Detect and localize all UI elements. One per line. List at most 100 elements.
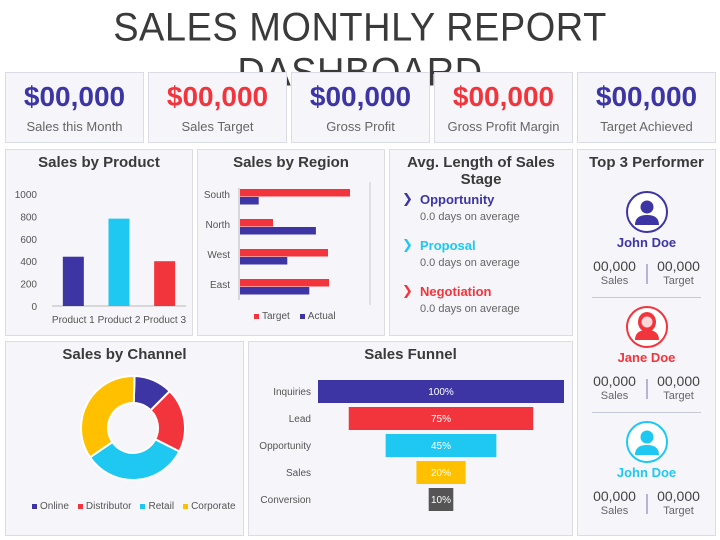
y-tick-label: North	[206, 220, 230, 231]
funnel-value-label: 10%	[431, 495, 451, 506]
chevron-right-icon: ❯	[402, 237, 413, 252]
legend-label: Actual	[307, 311, 336, 322]
kpi-card-gross-profit-margin: $00,000 Gross Profit Margin	[434, 72, 573, 143]
stage-proposal: ❯ Proposal 0.0 days on average	[402, 237, 520, 269]
kpi-value: $00,000	[309, 81, 412, 112]
funnel-bar-inquiries	[318, 380, 564, 403]
performer-sales-label: Sales	[600, 390, 629, 402]
legend-swatch	[254, 313, 259, 319]
stage-name: Negotiation	[420, 283, 492, 299]
card-title: Top 3 Performer	[589, 154, 704, 171]
sales-by-product-card: Sales by Product 0 200 400 600 800 1000 Produc…	[5, 149, 193, 336]
sales-stage-card: Avg. Length of Sales Stage ❯ Opportunity …	[389, 149, 573, 336]
performer-last-name: Doe	[651, 465, 677, 480]
kpi-value: $00,000	[595, 81, 698, 112]
funnel-bar-lead	[348, 407, 534, 430]
legend-swatch	[299, 313, 305, 319]
stat-separator	[645, 494, 648, 514]
card-title: Sales by Product	[38, 154, 160, 171]
x-tick-label: Product 1	[52, 315, 95, 326]
performer-first-name: John	[616, 465, 648, 480]
bar-east-target	[240, 279, 330, 287]
performer-name: John Doe	[578, 465, 715, 480]
legend-swatch	[32, 503, 37, 509]
sales-by-channel-chart	[80, 374, 186, 481]
stat-separator	[645, 264, 648, 284]
stage-opportunity: ❯ Opportunity 0.0 days on average	[402, 191, 520, 223]
kpi-card-gross-profit: $00,000 Gross Profit	[291, 72, 430, 143]
performer-avatars	[626, 191, 668, 463]
funnel-value-label: 45%	[431, 441, 451, 452]
stat-separator	[645, 379, 648, 399]
performer-stats: 00,000 Sales 00,000 Target	[578, 258, 715, 287]
bar-product-1	[62, 256, 84, 306]
stage-name: Opportunity	[420, 191, 495, 207]
sales-by-product-chart: 0 200 400 600 800 1000 Product 1 Product 2 Produ…	[15, 190, 187, 326]
performer-first-name: Jane	[617, 350, 648, 365]
stage-average: 0.0 days on average	[420, 257, 520, 269]
bar-product-3	[154, 261, 176, 306]
performer-target-value: 00,000	[657, 488, 700, 504]
y-tick-label: South	[204, 190, 230, 201]
bar-west-actual	[240, 257, 288, 265]
performer-target-label: Target	[663, 505, 694, 517]
performer-stats: 00,000 Sales 00,000 Target	[578, 488, 715, 517]
region-legend: Target Actual	[254, 311, 336, 322]
legend-swatch	[183, 503, 189, 509]
avatar-john-doe-1	[626, 191, 668, 233]
kpi-label: Sales this Month	[26, 119, 123, 134]
funnel-value-label: 100%	[428, 387, 454, 398]
stage-average: 0.0 days on average	[420, 303, 520, 315]
kpi-value: $00,000	[452, 81, 555, 112]
y-tick-label: 1000	[15, 190, 38, 201]
kpi-value: $00,000	[166, 81, 269, 112]
card-title: Sales by Channel	[62, 346, 187, 363]
kpi-label: Sales Target	[181, 119, 254, 134]
legend-item-distributor: Distributor	[77, 501, 132, 512]
slice-retail	[88, 437, 181, 481]
legend-swatch	[140, 503, 146, 509]
funnel-bar-conversion	[428, 488, 454, 511]
legend-item-corporate: Corporate	[183, 501, 236, 512]
legend-label: Retail	[148, 501, 175, 512]
legend-item-actual: Actual	[299, 311, 336, 322]
sales-by-region-chart: South North West East	[204, 182, 371, 305]
stage-negotiation: ❯ Negotiation 0.0 days on average	[402, 283, 520, 315]
performer-target-label: Target	[663, 390, 694, 402]
y-tick-label: West	[207, 250, 230, 261]
legend-swatch	[77, 503, 83, 509]
performer-last-name: Doe	[651, 235, 677, 250]
stage-name: Proposal	[420, 237, 476, 253]
legend-item-target: Target	[254, 311, 290, 322]
bar-product-2	[108, 218, 130, 306]
performer-target-value: 00,000	[657, 258, 700, 274]
chevron-right-icon: ❯	[402, 191, 413, 206]
performer-sales-label: Sales	[600, 505, 629, 517]
top-performers-card: Top 3 Performer John Doe 00,000 Sales 00,…	[577, 149, 716, 536]
legend-item-retail: Retail	[140, 501, 174, 512]
kpi-value: $00,000	[23, 81, 126, 112]
sales-by-channel-card: Sales by Channel Online Distributor Reta…	[5, 341, 244, 536]
legend-label: Distributor	[85, 501, 132, 512]
performer-name: John Doe	[578, 235, 715, 250]
y-tick-label: 600	[20, 235, 37, 246]
card-title: Avg. Length of Sales Stage	[407, 154, 555, 188]
kpi-card-target-achieved: $00,000 Target Achieved	[577, 72, 716, 143]
sales-funnel-card: Sales Funnel Inquiries 100% Lead 75% Opportu…	[248, 341, 573, 536]
kpi-card-sales-this-month: $00,000 Sales this Month	[5, 72, 144, 143]
legend-label: Corporate	[191, 501, 236, 512]
sales-funnel-chart: Inquiries 100% Lead 75% Opportunity 45% Sales 2…	[259, 380, 564, 511]
funnel-stage-label: Opportunity	[259, 441, 311, 452]
kpi-card-sales-target: $00,000 Sales Target	[148, 72, 287, 143]
y-tick-label: 200	[20, 280, 37, 291]
funnel-value-label: 20%	[431, 468, 451, 479]
bar-south-target	[240, 189, 350, 197]
card-title: Sales by Region	[233, 154, 349, 171]
y-tick-label: East	[210, 280, 230, 291]
y-tick-label: 800	[20, 212, 37, 223]
legend-label: Target	[262, 311, 290, 322]
kpi-label: Gross Profit	[326, 119, 395, 134]
legend-label: Online	[40, 501, 69, 512]
avatar-john-doe-2	[626, 421, 668, 463]
divider	[592, 412, 701, 413]
